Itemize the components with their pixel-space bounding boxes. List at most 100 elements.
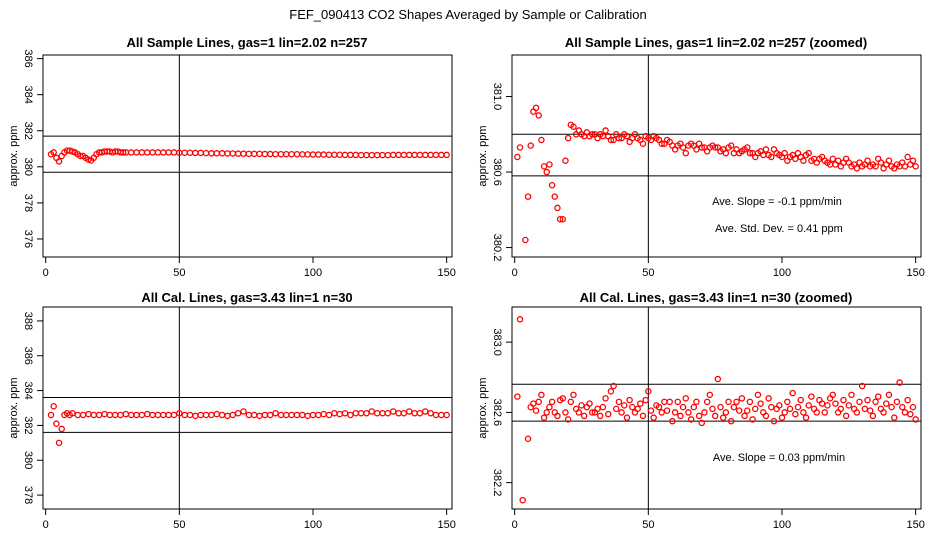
data-point (535, 112, 542, 119)
data-point (690, 403, 698, 411)
y-tick-label: 380 (22, 451, 34, 469)
data-point (256, 412, 263, 420)
data-point (588, 409, 596, 416)
data-point (639, 412, 647, 420)
data-point (682, 149, 690, 157)
data-point (384, 151, 392, 159)
data-point (283, 150, 290, 158)
data-point (637, 400, 644, 407)
x-tick-label: 0 (512, 267, 518, 279)
data-point (615, 134, 623, 142)
data-point (765, 395, 772, 402)
data-point (829, 155, 837, 163)
data-point (604, 410, 612, 418)
data-point (567, 398, 575, 406)
data-point (602, 127, 609, 134)
data-point (677, 412, 684, 420)
data-point (138, 149, 146, 156)
data-point (896, 379, 903, 386)
data-point (727, 142, 735, 149)
data-point (735, 407, 743, 414)
data-point (234, 409, 242, 417)
data-point (749, 416, 756, 423)
data-point (432, 411, 440, 419)
y-tick-label: 383.0 (491, 328, 503, 356)
data-point (687, 416, 695, 423)
data-point (679, 144, 687, 151)
data-points (514, 104, 919, 244)
data-point (283, 411, 290, 419)
data-point (208, 150, 215, 157)
data-point (405, 151, 413, 159)
data-point (524, 435, 532, 442)
data-point (698, 144, 706, 151)
data-point (802, 414, 810, 421)
x-tick-label: 50 (173, 519, 185, 531)
data-point (588, 131, 596, 138)
data-point (514, 393, 521, 400)
annotation: Ave. Std. Dev. = 0.41 ppm (715, 223, 843, 235)
data-point (832, 400, 839, 407)
data-point (824, 402, 831, 409)
y-tick-label: 380 (22, 158, 34, 176)
y-axis-label: approx. ppm (8, 377, 20, 438)
data-point (661, 398, 668, 406)
x-tick-label: 0 (512, 519, 518, 531)
data-point (400, 409, 408, 417)
data-point (746, 149, 754, 157)
data-point (762, 412, 770, 420)
data-point (743, 144, 751, 151)
data-point (554, 204, 561, 212)
x-tick-label: 150 (906, 267, 924, 279)
data-point (213, 150, 221, 157)
y-axis-label: approx. ppm (8, 125, 20, 186)
data-point (427, 409, 434, 417)
data-point (872, 398, 879, 406)
data-point (363, 151, 370, 159)
data-point (411, 151, 418, 159)
data-point (192, 149, 199, 157)
data-point (304, 412, 311, 420)
data-point (197, 149, 204, 157)
data-point (245, 411, 253, 419)
panel-title: All Sample Lines, gas=1 lin=2.02 n=257 (127, 35, 368, 50)
data-point (181, 411, 188, 419)
data-point (53, 420, 60, 427)
data-point (877, 159, 885, 166)
data-point (69, 409, 76, 417)
data-point (405, 408, 413, 415)
data-point (885, 391, 893, 399)
data-point (789, 389, 796, 397)
data-point (240, 408, 247, 415)
data-point (77, 152, 84, 160)
panel-title: All Cal. Lines, gas=3.43 lin=1 n=30 (141, 290, 352, 305)
data-point (106, 411, 114, 419)
data-point (192, 412, 199, 420)
data-point (722, 409, 730, 416)
y-tick-label: 382.2 (491, 469, 503, 497)
data-point (722, 149, 730, 157)
data-point (784, 398, 791, 406)
data-point (438, 411, 445, 419)
y-tick-label: 378 (22, 194, 34, 212)
data-point (154, 149, 162, 156)
plot-frame (511, 306, 922, 510)
data-point (562, 157, 569, 164)
data-point (864, 396, 871, 404)
data-point (658, 140, 665, 147)
data-point (800, 409, 807, 416)
data-point (368, 408, 376, 415)
data-point (840, 396, 847, 404)
plot-frame (42, 54, 453, 258)
x-tick-label: 100 (773, 519, 791, 531)
data-point (202, 411, 210, 419)
data-point (516, 144, 524, 151)
data-point (818, 400, 826, 407)
data-point (685, 409, 692, 416)
data-point (90, 411, 98, 419)
data-point (389, 408, 397, 415)
data-point (645, 388, 652, 395)
data-point (548, 398, 556, 406)
data-point (165, 411, 172, 419)
x-tick-label: 0 (43, 519, 49, 531)
